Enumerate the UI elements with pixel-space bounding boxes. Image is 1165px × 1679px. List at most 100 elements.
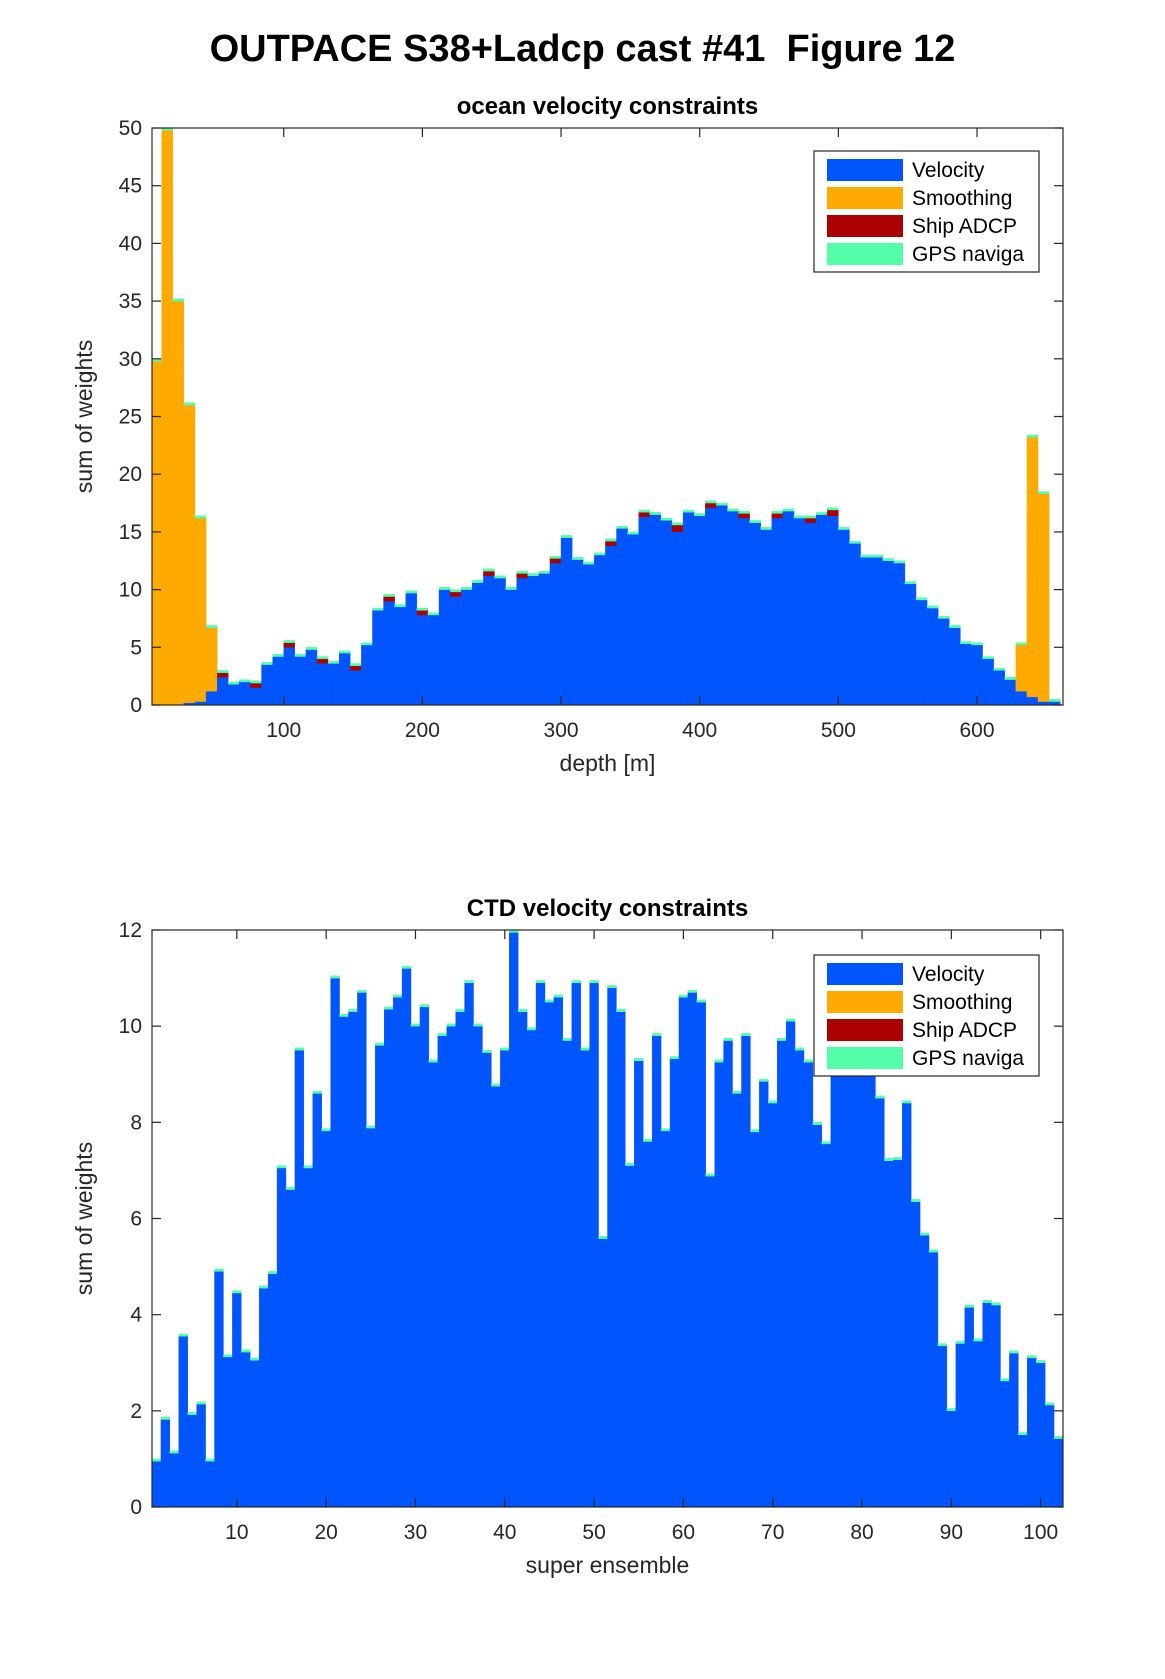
y-tick-label: 35 bbox=[119, 290, 142, 313]
bar-velocity bbox=[214, 1271, 224, 1508]
bar-gps-naviga bbox=[838, 527, 850, 530]
bar-gps-naviga bbox=[348, 1009, 358, 1012]
x-tick-label: 40 bbox=[493, 1521, 516, 1544]
bar-gps-naviga bbox=[160, 1416, 171, 1420]
bar-gps-naviga bbox=[827, 507, 839, 511]
bar-velocity bbox=[482, 1052, 492, 1508]
bar-velocity bbox=[285, 1189, 296, 1508]
bar-gps-naviga bbox=[607, 985, 617, 988]
bar-gps-naviga bbox=[172, 298, 185, 302]
bar-velocity bbox=[982, 1302, 992, 1508]
legend-label: Velocity bbox=[912, 963, 985, 986]
x-tick-label: 500 bbox=[821, 719, 856, 742]
legend-label: Smoothing bbox=[912, 991, 1012, 1014]
bar-gps-naviga bbox=[973, 1338, 983, 1342]
bar-velocity bbox=[562, 1040, 572, 1508]
bar-gps-naviga bbox=[276, 1165, 287, 1169]
y-tick-label: 5 bbox=[130, 636, 142, 659]
bar-gps-naviga bbox=[401, 965, 412, 969]
bar-gps-naviga bbox=[902, 1100, 912, 1104]
bar-gps-naviga bbox=[526, 1027, 537, 1031]
bar-gps-naviga bbox=[438, 587, 451, 590]
bar-gps-naviga bbox=[571, 980, 581, 984]
bar-velocity bbox=[634, 1060, 644, 1508]
bar-gps-naviga bbox=[982, 656, 994, 660]
bar-velocity bbox=[366, 1127, 376, 1508]
bar-velocity bbox=[401, 968, 412, 1508]
bar-velocity bbox=[464, 982, 474, 1508]
bar-velocity bbox=[535, 982, 546, 1508]
bar-velocity bbox=[803, 1062, 814, 1508]
bar-gps-naviga bbox=[705, 500, 717, 504]
y-tick-label: 4 bbox=[130, 1304, 142, 1327]
bar-velocity bbox=[937, 1345, 948, 1508]
bar-gps-naviga bbox=[216, 670, 229, 673]
bar-gps-naviga bbox=[616, 1009, 626, 1012]
bar-gps-naviga bbox=[716, 502, 728, 506]
legend-label: Ship ADCP bbox=[912, 1019, 1017, 1042]
bar-velocity bbox=[392, 997, 403, 1508]
bar-velocity bbox=[866, 1050, 876, 1508]
legend-swatch bbox=[827, 1019, 903, 1041]
y-tick-label: 40 bbox=[119, 232, 142, 255]
bar-gps-naviga bbox=[241, 1349, 251, 1353]
bar-gps-naviga bbox=[678, 994, 689, 998]
bar-velocity bbox=[964, 1307, 974, 1508]
bar-gps-naviga bbox=[437, 1033, 447, 1036]
x-tick-label: 400 bbox=[682, 719, 717, 742]
bar-velocity bbox=[160, 1419, 171, 1508]
x-tick-label: 300 bbox=[544, 719, 579, 742]
bar-gps-naviga bbox=[205, 1458, 215, 1462]
bar-gps-naviga bbox=[258, 1285, 269, 1289]
bar-gps-naviga bbox=[491, 1083, 501, 1087]
bar-gps-naviga bbox=[616, 525, 628, 529]
legend-swatch bbox=[827, 159, 903, 181]
bar-velocity bbox=[884, 1160, 894, 1508]
bar-gps-naviga bbox=[383, 594, 395, 597]
bar-velocity bbox=[902, 1102, 912, 1508]
bar-gps-naviga bbox=[884, 1158, 894, 1162]
bar-gps-naviga bbox=[428, 1059, 439, 1063]
bar-velocity bbox=[517, 1011, 528, 1508]
bar-gps-naviga bbox=[794, 1047, 805, 1051]
bar-gps-naviga bbox=[785, 1018, 796, 1022]
bar-velocity bbox=[330, 977, 340, 1508]
bar-gps-naviga bbox=[682, 509, 695, 513]
bar-velocity bbox=[589, 982, 599, 1508]
bar-velocity bbox=[1036, 1362, 1046, 1508]
bar-velocity bbox=[571, 982, 581, 1508]
bar-gps-naviga bbox=[312, 1090, 322, 1094]
bar-gps-naviga bbox=[187, 1412, 197, 1415]
bar-gps-naviga bbox=[1027, 1355, 1037, 1359]
bar-gps-naviga bbox=[991, 1302, 1001, 1306]
x-tick-label: 70 bbox=[761, 1521, 784, 1544]
bar-velocity bbox=[705, 1175, 715, 1508]
bar-velocity bbox=[768, 1102, 778, 1508]
bar-velocity bbox=[419, 1006, 430, 1508]
bar-velocity bbox=[303, 1167, 313, 1508]
bar-gps-naviga bbox=[768, 1100, 778, 1104]
y-tick-label: 6 bbox=[130, 1208, 142, 1231]
bar-gps-naviga bbox=[638, 509, 650, 513]
bar-velocity bbox=[785, 1021, 796, 1508]
bar-gps-naviga bbox=[938, 615, 950, 619]
bar-velocity bbox=[910, 1201, 921, 1508]
bar-gps-naviga bbox=[196, 1401, 206, 1405]
bar-gps-naviga bbox=[776, 1037, 787, 1041]
bar-velocity bbox=[776, 1040, 787, 1508]
bar-velocity bbox=[651, 1035, 662, 1508]
bar-gps-naviga bbox=[303, 1165, 313, 1169]
bar-gps-naviga bbox=[893, 560, 906, 564]
bar-velocity bbox=[437, 1035, 447, 1508]
bar-gps-naviga bbox=[571, 557, 584, 560]
bar-gps-naviga bbox=[405, 590, 418, 594]
bar-velocity bbox=[580, 1050, 590, 1508]
bar-velocity bbox=[821, 1143, 831, 1508]
x-tick-label: 100 bbox=[266, 719, 301, 742]
bar-velocity bbox=[919, 1235, 930, 1508]
bar-gps-naviga bbox=[285, 1187, 296, 1190]
bar-gps-naviga bbox=[714, 1059, 724, 1063]
x-tick-label: 50 bbox=[582, 1521, 605, 1544]
y-tick-label: 0 bbox=[130, 1496, 142, 1519]
legend-label: GPS naviga bbox=[912, 1047, 1024, 1070]
